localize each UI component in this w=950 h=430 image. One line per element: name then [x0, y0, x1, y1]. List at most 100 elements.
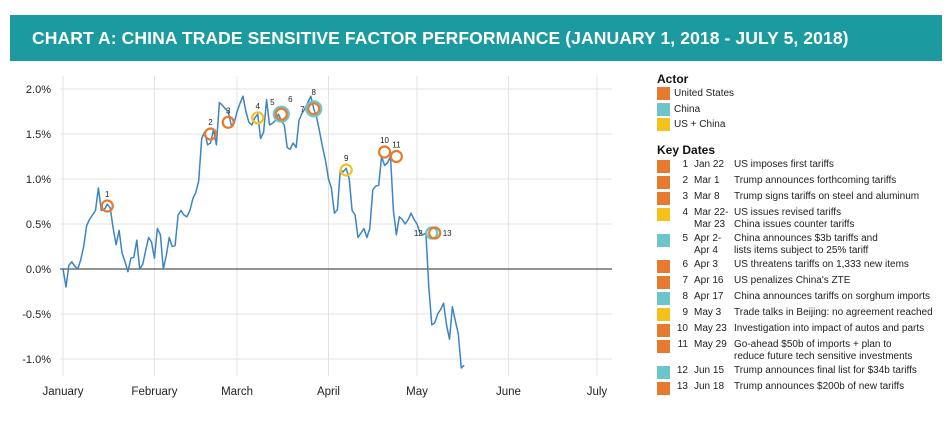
key-date-item: 3 Mar 8 Trump signs tariffs on steel and a… [657, 191, 947, 205]
x-tick-label: March [221, 386, 253, 398]
actor-label: US + China [674, 119, 726, 131]
key-date-item: 5 Apr 2- Apr 4 China announces $3b tariffs … [657, 233, 947, 257]
key-date-item: 13 Jun 18 Trump announces $200b of new tar… [657, 381, 947, 395]
key-date-date: Apr 17 [694, 290, 724, 302]
key-date-description-line: Trade talks in Beijing: no agreement rea… [734, 306, 933, 318]
x-tick-label: January [43, 386, 84, 398]
key-date-item: 12 Jun 15 Trump announces final list for $… [657, 365, 947, 379]
key-date-description-line: China announces tariffs on sorghum impor… [734, 290, 931, 302]
y-tick-label: -1.0% [22, 354, 51, 366]
key-date-description-line: US threatens tariffs on 1,333 new items [734, 258, 909, 270]
key-date-dates: May 3 [694, 307, 734, 319]
series-line [62, 95, 465, 369]
key-date-description: Trump announces forthcoming tariffs [734, 175, 947, 187]
y-tick-label: 0.0% [26, 264, 51, 276]
event-marker-label: 8 [312, 88, 317, 97]
event-marker-label: 3 [226, 106, 231, 115]
event-marker-label: 11 [392, 141, 401, 150]
key-date-description: US issues revised tariffs China issues co… [734, 207, 947, 231]
key-date-description-line: reduce future tech sensitive investments [734, 350, 913, 362]
event-marker-4 [251, 111, 265, 125]
key-date-swatch [657, 291, 670, 305]
key-date-description-line: lists items subject to 25% tariff [734, 244, 869, 256]
line-chart: 2.0% 1.5% 1.0% 0.5% 0.0% -0.5% -1.0% January Feb… [22, 76, 612, 398]
key-date-description-line: China announces $3b tariffs and [734, 232, 878, 244]
event-marker-5 [272, 105, 290, 123]
event-marker-label: 2 [208, 118, 213, 127]
key-date-item: 11 May 29 Go-ahead $50b of imports + plan … [657, 339, 947, 363]
key-date-number: 9 [682, 306, 688, 318]
key-date-swatch [657, 175, 670, 189]
key-date-date: Jun 15 [694, 364, 725, 376]
key-date-date: Mar 1 [694, 174, 720, 186]
key-date-number: 8 [682, 290, 688, 302]
key-date-date: May 23 [694, 322, 727, 334]
key-date-number: 7 [682, 274, 688, 286]
key-date-item: 4 Mar 22- Mar 23 US issues revised tariffs C… [657, 207, 947, 231]
key-date-swatch [657, 307, 670, 321]
event-marker-3 [221, 115, 235, 129]
event-marker-label: 5 [270, 98, 275, 107]
y-tick-label: -0.5% [22, 309, 51, 321]
y-tick-label: 1.0% [26, 174, 51, 186]
key-date-item: 10 May 23 Investigation into impact of aut… [657, 323, 947, 337]
event-marker-2 [203, 127, 218, 141]
chart-header-bar: CHART A: CHINA TRADE SENSITIVE FACTOR PE… [10, 15, 942, 61]
key-date-number: 2 [682, 174, 688, 186]
key-date-swatch [657, 191, 670, 205]
key-date-description-line: Trump announces final list for $34b tari… [734, 364, 917, 376]
key-date-swatch [657, 159, 670, 173]
key-date-dates: Jun 18 [694, 381, 734, 393]
key-date-description: US imposes first tariffs [734, 159, 947, 171]
key-date-swatch [657, 323, 670, 337]
key-date-number: 12 [676, 364, 688, 376]
actor-legend-item: United States [657, 86, 947, 102]
key-date-item: 8 Apr 17 China announces tariffs on sorghu… [657, 291, 947, 305]
actor-legend-list: United States China US + China [657, 86, 947, 133]
key-date-date: Mar 23 [694, 218, 726, 230]
key-date-dates: Mar 8 [694, 191, 734, 203]
event-marker-label: 13 [443, 229, 452, 238]
key-date-number: 5 [682, 232, 688, 244]
chart-title: CHART A: CHINA TRADE SENSITIVE FACTOR PE… [32, 28, 849, 48]
key-date-dates: Jun 15 [694, 365, 734, 377]
key-date-item: 6 Apr 3 US threatens tariffs on 1,333 new … [657, 259, 947, 273]
key-date-swatch [657, 275, 670, 289]
key-date-description-line: US penalizes China's ZTE [734, 274, 851, 286]
key-date-description-line: Trump signs tariffs on steel and aluminu… [734, 190, 920, 202]
actor-label: United States [674, 88, 735, 100]
event-marker-10 [377, 145, 392, 159]
actor-swatch [657, 87, 670, 101]
x-tick-label: April [317, 386, 340, 398]
actor-swatch [657, 102, 670, 116]
event-marker-7 [307, 102, 321, 116]
x-tick-label: May [406, 386, 428, 398]
event-marker-label: 4 [255, 102, 260, 111]
key-date-description: Investigation into impact of autos and p… [734, 323, 947, 335]
key-date-number: 3 [682, 190, 688, 202]
event-marker-9 [339, 163, 353, 177]
key-date-description: US penalizes China's ZTE [734, 275, 947, 287]
x-tick-label: June [496, 386, 521, 398]
key-date-swatch [657, 365, 670, 379]
key-date-dates: Jan 22 [694, 159, 734, 171]
key-date-date: Apr 4 [694, 244, 718, 256]
y-tick-label: 0.5% [26, 219, 51, 231]
event-marker-8 [305, 100, 323, 118]
key-date-description-line: US imposes first tariffs [734, 158, 834, 170]
key-date-date: Apr 16 [694, 274, 724, 286]
x-tick-label: February [131, 386, 177, 398]
y-tick-label: 1.5% [26, 129, 51, 141]
event-marker-label: 10 [380, 136, 389, 145]
event-marker-label: 6 [288, 95, 293, 104]
key-date-swatch [657, 381, 670, 395]
key-date-description: China announces $3b tariffs and lists ite… [734, 233, 947, 257]
key-date-dates: Mar 1 [694, 175, 734, 187]
key-date-date: Jun 18 [694, 380, 725, 392]
key-date-dates: Apr 2- Apr 4 [694, 233, 734, 257]
key-date-description: Trump announces final list for $34b tari… [734, 365, 947, 377]
key-date-description-line: China issues counter tariffs [734, 218, 855, 230]
key-dates-title: Key Dates [657, 142, 716, 157]
actor-label: China [674, 103, 701, 115]
key-date-swatch [657, 339, 670, 353]
